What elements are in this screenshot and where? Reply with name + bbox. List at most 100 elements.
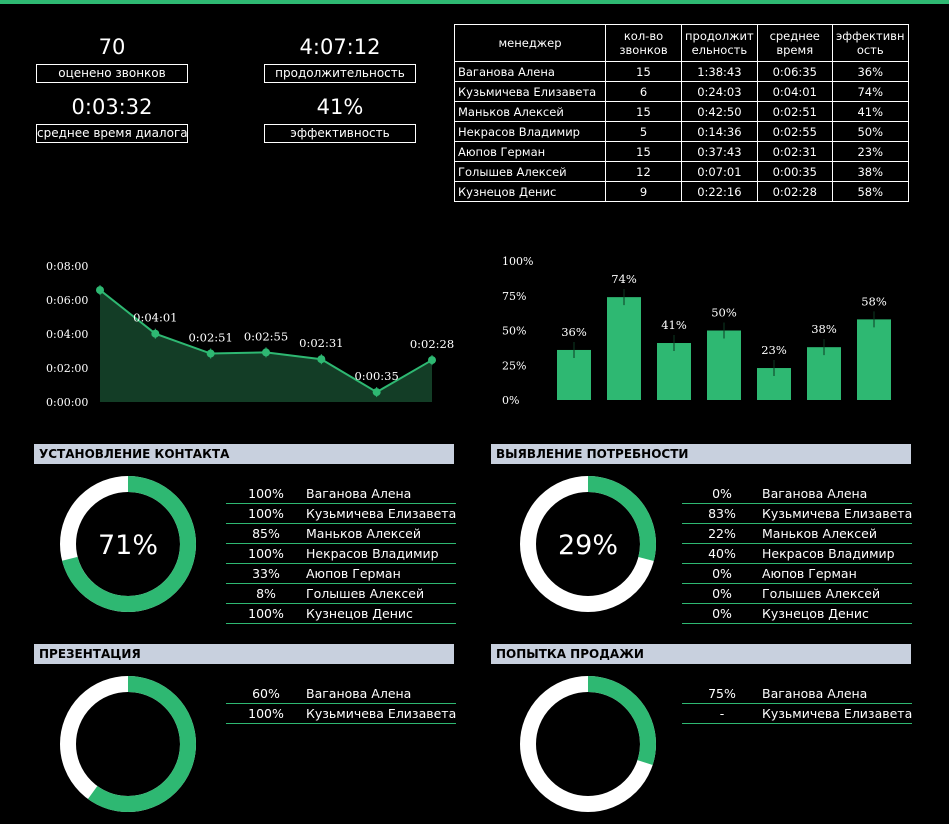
cell-calls: 12 bbox=[605, 161, 682, 182]
section-donut-chart: 71% bbox=[60, 476, 196, 612]
list-item-percent: 0% bbox=[712, 486, 732, 501]
cell-manager-name: Некрасов Владимир bbox=[454, 121, 606, 142]
cell-calls: 6 bbox=[605, 81, 682, 102]
data-point bbox=[262, 348, 270, 357]
cell-avg-time: 0:02:51 bbox=[756, 101, 833, 122]
cell-avg-time: 0:04:01 bbox=[756, 81, 833, 102]
section-header: ВЫЯВЛЕНИЕ ПОТРЕБНОСТИ bbox=[491, 444, 911, 464]
list-item-name: Голышев Алексей bbox=[306, 586, 425, 601]
header-avg-time: среднее время bbox=[756, 24, 833, 62]
kpi-efficiency-value: 41% bbox=[316, 95, 364, 119]
list-item-percent: 22% bbox=[708, 526, 736, 541]
list-item-percent: 83% bbox=[708, 506, 736, 521]
section-donut-chart bbox=[60, 676, 196, 812]
cell-duration: 0:22:16 bbox=[681, 181, 758, 202]
donut-fill bbox=[520, 476, 656, 612]
list-item-name: Кузьмичева Елизавета bbox=[306, 506, 456, 521]
y-tick-label: 0:06:00 bbox=[46, 294, 88, 307]
list-item: 60% Ваганова Алена bbox=[226, 684, 456, 704]
list-item: 100% Кузьмичева Елизавета bbox=[226, 504, 456, 524]
section-header: УСТАНОВЛЕНИЕ КОНТАКТА bbox=[34, 444, 454, 464]
cell-calls: 15 bbox=[605, 61, 682, 82]
data-point bbox=[372, 388, 381, 397]
cell-avg-time: 0:00:35 bbox=[756, 161, 833, 182]
y-tick-label: 25% bbox=[502, 359, 526, 372]
kpi-efficiency-label: эффективность bbox=[264, 124, 416, 143]
section-header: ПРЕЗЕНТАЦИЯ bbox=[34, 644, 454, 664]
y-tick-label: 0:04:00 bbox=[46, 328, 88, 341]
kpi-calls-value: 70 bbox=[98, 35, 126, 59]
cell-manager-name: Кузнецов Денис bbox=[454, 181, 606, 202]
table-row: Голышев Алексей 12 0:07:01 0:00:35 38% bbox=[454, 161, 909, 182]
list-item: 0% Ваганова Алена bbox=[682, 484, 912, 504]
data-label: 0:02:51 bbox=[188, 331, 232, 345]
list-item-name: Аюпов Герман bbox=[762, 566, 857, 581]
section-manager-list: 75% Ваганова Алена - Кузьмичева Елизавета bbox=[682, 684, 912, 724]
bar bbox=[607, 297, 641, 400]
section-manager-list: 60% Ваганова Алена 100% Кузьмичева Елизавет… bbox=[226, 684, 456, 724]
header-manager: менеджер bbox=[454, 24, 606, 62]
header-efficiency: эффективн ость bbox=[831, 24, 909, 62]
cell-duration: 0:07:01 bbox=[681, 161, 758, 182]
section-header: ПОПЫТКА ПРОДАЖИ bbox=[491, 644, 911, 664]
data-label: 58% bbox=[861, 294, 887, 308]
donut-fill bbox=[60, 476, 196, 612]
cell-calls: 15 bbox=[605, 141, 682, 162]
list-item-name: Аюпов Герман bbox=[306, 566, 401, 581]
cell-calls: 5 bbox=[605, 121, 682, 142]
y-tick-label: 0% bbox=[502, 394, 519, 407]
list-item-name: Некрасов Владимир bbox=[306, 546, 439, 561]
donut-total-label: 71% bbox=[98, 530, 158, 561]
list-item-percent: 60% bbox=[252, 686, 280, 701]
list-item-percent: 100% bbox=[248, 546, 284, 561]
cell-efficiency: 38% bbox=[831, 161, 909, 182]
kpi-duration-label: продолжительность bbox=[264, 64, 416, 83]
data-label: 41% bbox=[661, 318, 687, 332]
y-tick-label: 0:08:00 bbox=[46, 260, 88, 273]
kpi-calls-label: оценено звонков bbox=[36, 64, 188, 83]
data-point bbox=[317, 355, 326, 364]
bar bbox=[807, 347, 841, 400]
cell-manager-name: Кузьмичева Елизавета bbox=[454, 81, 606, 102]
cell-avg-time: 0:02:55 bbox=[756, 121, 833, 142]
list-item: 100% Кузнецов Денис bbox=[226, 604, 456, 624]
cell-calls: 15 bbox=[605, 101, 682, 122]
table-row: Кузьмичева Елизавета 6 0:24:03 0:04:01 74% bbox=[454, 81, 909, 102]
cell-manager-name: Маньков Алексей bbox=[454, 101, 606, 122]
data-point bbox=[428, 356, 436, 365]
data-label: 0:02:31 bbox=[299, 336, 343, 350]
data-label: 0:02:28 bbox=[410, 337, 454, 351]
list-item-percent: 0% bbox=[712, 606, 732, 621]
list-item-percent: 33% bbox=[252, 566, 280, 581]
cell-efficiency: 23% bbox=[831, 141, 909, 162]
kpi-duration-value: 4:07:12 bbox=[299, 35, 381, 59]
cell-efficiency: 36% bbox=[831, 61, 909, 82]
cell-duration: 0:24:03 bbox=[681, 81, 758, 102]
list-item-name: Маньков Алексей bbox=[306, 526, 421, 541]
cell-avg-time: 0:02:31 bbox=[756, 141, 833, 162]
cell-manager-name: Аюпов Герман bbox=[454, 141, 606, 162]
list-item: 100% Кузьмичева Елизавета bbox=[226, 704, 456, 724]
data-label: 0:00:35 bbox=[354, 369, 398, 383]
table-row: Ваганова Алена 15 1:38:43 0:06:35 36% bbox=[454, 61, 909, 82]
list-item: 0% Голышев Алексей bbox=[682, 584, 912, 604]
data-label: 36% bbox=[561, 325, 587, 339]
data-point bbox=[151, 329, 160, 338]
table-row: Некрасов Владимир 5 0:14:36 0:02:55 50% bbox=[454, 121, 909, 142]
data-label: 0:02:55 bbox=[244, 329, 288, 343]
y-tick-label: 100% bbox=[502, 255, 533, 268]
data-point bbox=[206, 349, 215, 358]
section-manager-list: 0% Ваганова Алена 83% Кузьмичева Елизавета 2… bbox=[682, 484, 912, 624]
kpi-avg-dialog-label: среднее время диалога bbox=[36, 124, 188, 143]
list-item-percent: 100% bbox=[248, 506, 284, 521]
table-row: Маньков Алексей 15 0:42:50 0:02:51 41% bbox=[454, 101, 909, 122]
list-item-percent: 100% bbox=[248, 706, 284, 721]
list-item-percent: 8% bbox=[256, 586, 276, 601]
cell-efficiency: 58% bbox=[831, 181, 909, 202]
data-label: 23% bbox=[761, 343, 787, 357]
list-item-name: Кузьмичева Елизавета bbox=[762, 706, 912, 721]
list-item: 0% Аюпов Герман bbox=[682, 564, 912, 584]
list-item-name: Ваганова Алена bbox=[762, 486, 868, 501]
list-item-percent: 40% bbox=[708, 546, 736, 561]
list-item-name: Кузнецов Денис bbox=[306, 606, 413, 621]
